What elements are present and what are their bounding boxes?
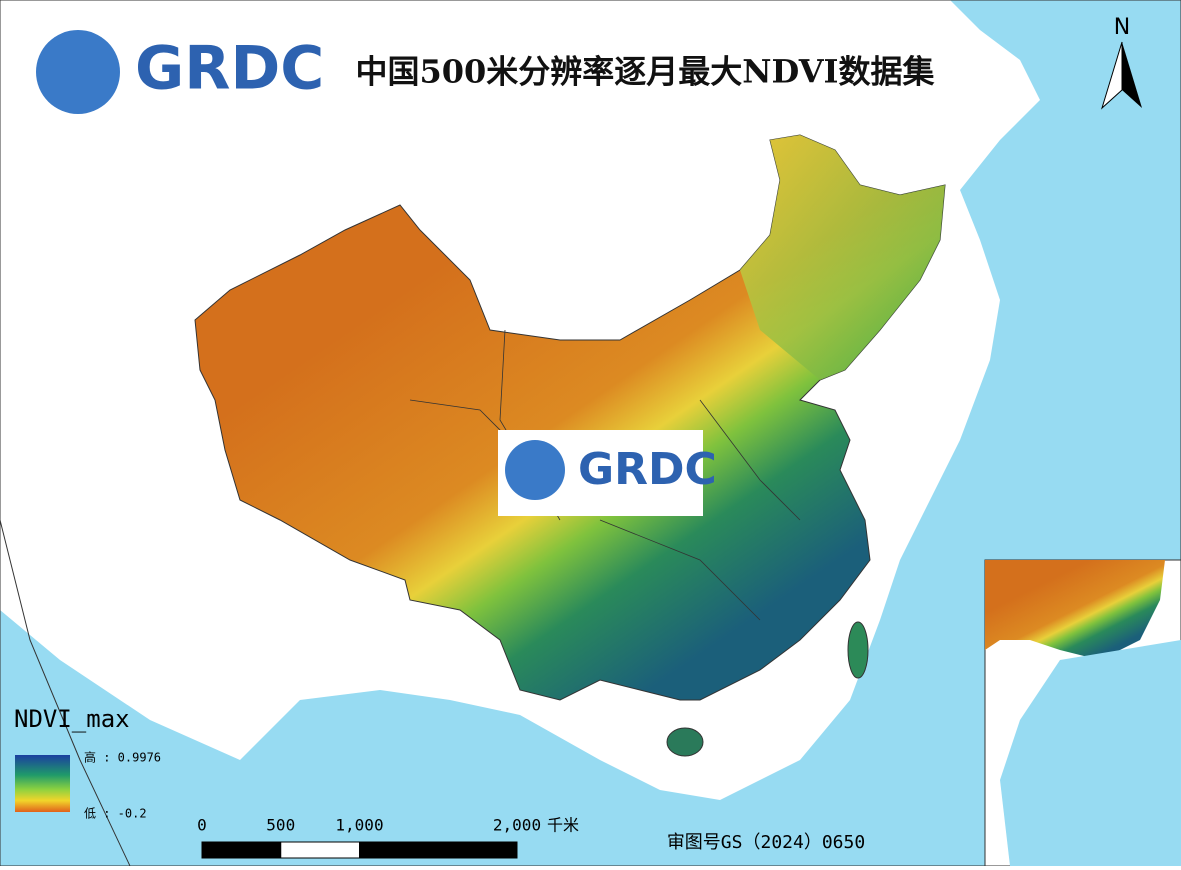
- scale-unit: 千米: [547, 816, 579, 835]
- legend-ramp: [15, 755, 70, 812]
- title: 中国500米分辨率逐月最大NDVI数据集: [355, 53, 934, 91]
- scale-label: 0: [197, 816, 207, 835]
- province-borders: [409, 329, 801, 621]
- scale-label: 500: [266, 816, 295, 835]
- inset-land: [985, 560, 1165, 660]
- scale-label: 2,000: [493, 816, 541, 835]
- north-label: N: [1114, 15, 1130, 40]
- approval-number: 审图号GS（2024）0650: [667, 832, 865, 853]
- legend-title: NDVI_max: [14, 705, 130, 733]
- legend-high: 高 : 0.9976: [84, 750, 161, 765]
- scale-segment: [359, 841, 518, 859]
- scale-bar: 0 500 1,000 2,000 千米: [197, 816, 579, 859]
- northeast-region: [740, 135, 945, 380]
- watermark-globe: [505, 440, 565, 500]
- logo-text: GRDC: [135, 34, 324, 104]
- logo-globe: [36, 30, 120, 114]
- taiwan: [847, 621, 869, 679]
- legend-low: 低 : -0.2: [84, 807, 147, 821]
- inset-sea: [1000, 640, 1181, 866]
- scale-segment: [280, 841, 360, 859]
- scale-segment: [201, 841, 282, 859]
- north-arrow-right: [1122, 42, 1142, 108]
- hainan: [666, 727, 704, 757]
- scale-label: 1,000: [335, 816, 383, 835]
- watermark-text: GRDC: [578, 444, 717, 495]
